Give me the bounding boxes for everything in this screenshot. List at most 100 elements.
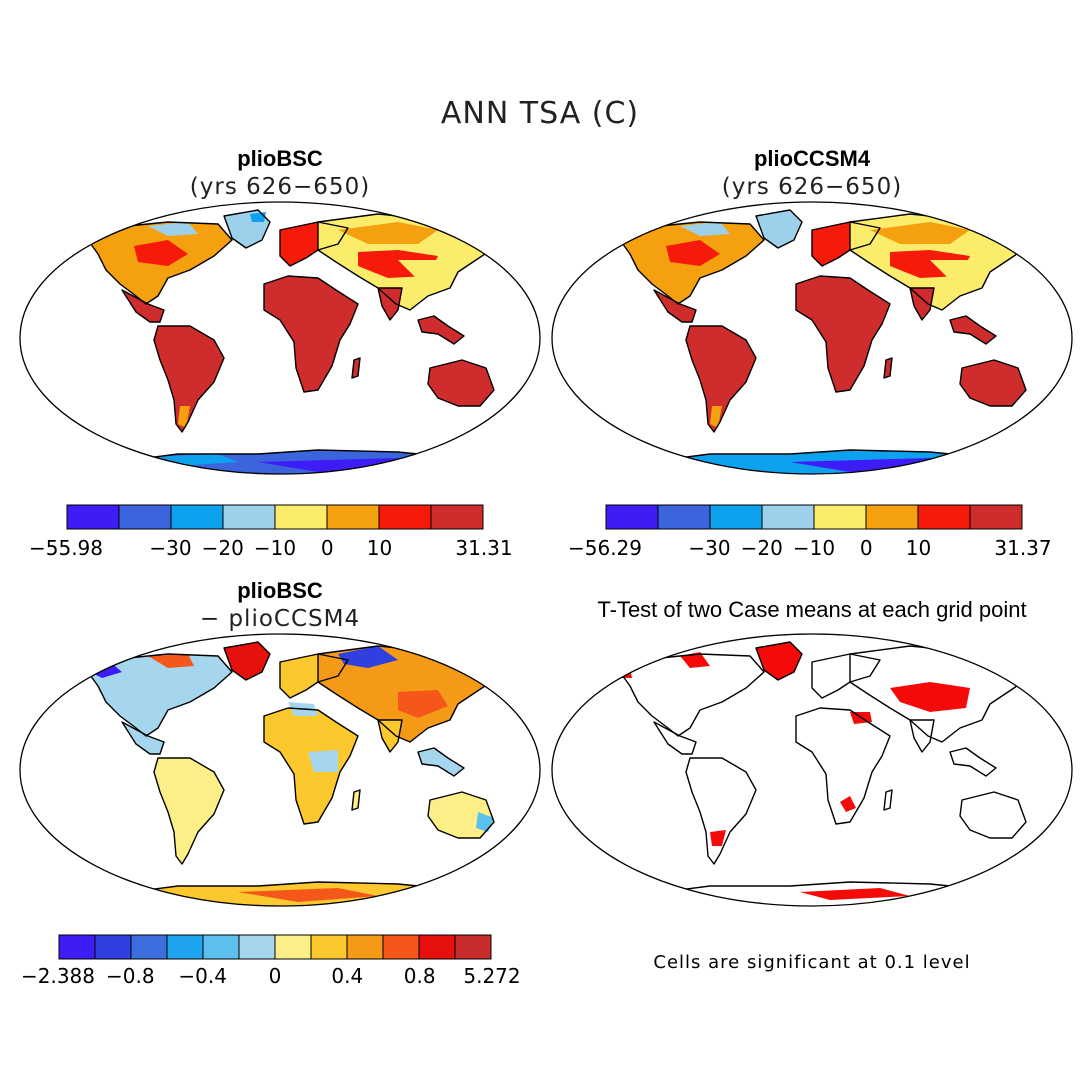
colorbar-swatch [418, 934, 456, 960]
field-patch [870, 222, 970, 244]
colorbar-swatch [657, 504, 711, 530]
panel-b-map [550, 200, 1074, 476]
field-patch [308, 750, 338, 772]
panel-b-colorbar-ticks: −56.29 −30 −20 −10 0 10 31.37 [568, 536, 1052, 562]
land-region-camerica [654, 290, 696, 322]
field-patch [840, 796, 856, 812]
colorbar-swatch [326, 504, 380, 530]
coastline [949, 747, 997, 777]
colorbar-swatch [917, 504, 971, 530]
colorbar-swatch [166, 934, 204, 960]
panel-c-map [18, 632, 542, 908]
panel-b-colorbar [605, 504, 1023, 530]
coastline [653, 289, 697, 323]
panel-c-subtitle: − plioCCSM4 [199, 606, 361, 632]
field-patch [148, 654, 194, 668]
field-patch [238, 888, 378, 902]
colorbar-swatch [605, 504, 659, 530]
land-region-camerica [122, 722, 164, 754]
coastline [87, 653, 233, 737]
panel-d-map [550, 632, 1074, 908]
colorbar-tick-label: 31.31 [455, 536, 513, 560]
colorbar-tick-label: 0 [268, 964, 282, 988]
coastline [959, 791, 1027, 839]
field-patch [398, 690, 448, 718]
coastline [653, 721, 697, 755]
land-region-seasia [950, 748, 996, 776]
field-patch [134, 240, 188, 266]
land-region-greenland [224, 642, 270, 680]
land-region-samerica [154, 758, 224, 864]
coastline [263, 275, 359, 393]
coastline [417, 315, 465, 345]
colorbar-tick-label: −56.29 [567, 536, 643, 560]
panel-c-colorbar-ticks: −2.388 −0.8 −0.4 0 0.4 0.8 5.272 [21, 964, 521, 990]
colorbar-swatch [222, 504, 276, 530]
field-patch [680, 652, 710, 668]
land-region-africa [264, 276, 358, 392]
colorbar-tick-label: 0.4 [331, 964, 364, 988]
land-region-greenland [756, 210, 802, 248]
field-patch [398, 260, 448, 280]
panel-b-subtitle: (yrs 626−650) [721, 174, 903, 200]
coastline [959, 359, 1027, 407]
colorbar-swatch [130, 934, 168, 960]
coastline [223, 641, 271, 681]
field-patch [148, 222, 198, 236]
coastline [619, 221, 765, 305]
colorbar-swatch [274, 934, 312, 960]
land-region-camerica [654, 722, 696, 754]
land-region-namerica [88, 654, 232, 736]
colorbar-swatch [865, 504, 919, 530]
coastline [153, 757, 225, 865]
colorbar-tick-label: 0.8 [403, 964, 436, 988]
field-patch [338, 222, 438, 244]
colorbar-tick-label: −0.4 [178, 964, 227, 988]
coastline [755, 209, 803, 249]
map-frame [19, 633, 541, 907]
colorbar-swatch [969, 504, 1023, 530]
colorbar-tick-label: −20 [740, 536, 783, 560]
colorbar-tick-label: −2.388 [20, 964, 96, 988]
panel-a-colorbar-ticks: −55.98 −30 −20 −10 0 10 31.31 [29, 536, 513, 562]
coastline [223, 209, 271, 249]
colorbar-swatch [813, 504, 867, 530]
land-region-camerica [122, 290, 164, 322]
colorbar-swatch [58, 934, 96, 960]
coastline [949, 315, 997, 345]
panel-c-title: plioBSC [237, 578, 323, 603]
colorbar-swatch [202, 934, 240, 960]
map-frame [19, 201, 541, 475]
coastline [377, 287, 403, 321]
colorbar-tick-label: −10 [792, 536, 836, 560]
panel-d-title: T-Test of two Case means at each grid po… [597, 597, 1027, 622]
land-region-africa [796, 276, 890, 392]
land-region-seasia [950, 316, 996, 344]
figure-title: ANN TSA (C) [440, 96, 640, 131]
coastline [351, 789, 361, 811]
coastline [121, 721, 165, 755]
coastline [909, 287, 935, 321]
land-region-africa [796, 708, 890, 824]
colorbar-tick-label: −20 [201, 536, 244, 560]
colorbar-tick-label: 0 [859, 536, 873, 560]
field-patch [680, 222, 730, 236]
panel-c-colorbar [58, 934, 492, 960]
colorbar-swatch [310, 934, 348, 960]
field-patch [338, 646, 398, 668]
colorbar-swatch [346, 934, 384, 960]
colorbar-swatch [170, 504, 224, 530]
colorbar-tick-label: 0 [320, 536, 334, 560]
colorbar-tick-label: −55.98 [28, 536, 104, 560]
colorbar-tick-label: −30 [688, 536, 731, 560]
colorbar-tick-label: −30 [149, 536, 192, 560]
colorbar-tick-label: 10 [905, 536, 932, 560]
colorbar-swatch [761, 504, 815, 530]
panel-a-title: plioBSC [237, 146, 323, 171]
land-region-samerica [686, 758, 756, 864]
coastline [619, 653, 765, 737]
coastline [87, 221, 233, 305]
colorbar-swatch [378, 504, 432, 530]
coastline [883, 789, 893, 811]
panel-a-subtitle: (yrs 626−650) [189, 174, 371, 200]
